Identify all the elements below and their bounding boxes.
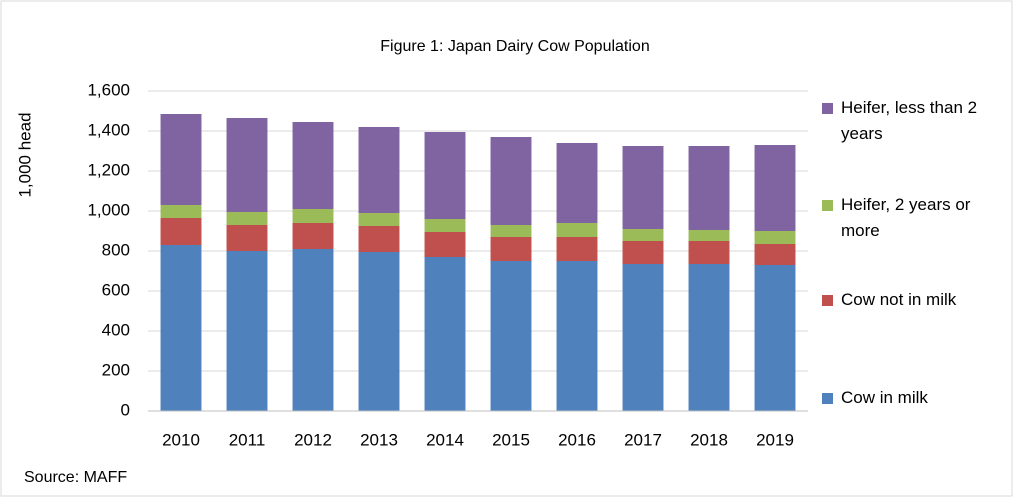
bar-segment (358, 213, 400, 226)
bar-segment (622, 229, 664, 241)
bar-segment (226, 212, 268, 225)
y-tick-label: 800 (102, 240, 130, 259)
bar-segment (358, 226, 400, 252)
bar-segment (424, 132, 466, 219)
bar-segment (358, 252, 400, 411)
legend-label: Cow in milk (841, 388, 928, 407)
x-tick-label: 2015 (492, 430, 530, 449)
legend-item: Heifer, 2 years or more (822, 192, 1002, 244)
y-tick-label: 1,000 (87, 200, 130, 219)
bar-segment (226, 251, 268, 411)
x-tick-label: 2019 (756, 430, 794, 449)
x-tick-label: 2018 (690, 430, 728, 449)
bar-segment (226, 118, 268, 212)
bar-segment (688, 230, 730, 241)
legend-label: Heifer, less than 2 years (841, 98, 978, 143)
x-tick-label: 2012 (294, 430, 332, 449)
bar-segment (556, 143, 598, 223)
bar-segment (160, 205, 202, 218)
x-tick-label: 2016 (558, 430, 596, 449)
bar-segment (688, 264, 730, 411)
bar-segment (688, 146, 730, 230)
bar-segment (490, 225, 532, 237)
bar-segment (556, 261, 598, 411)
bar-segment (226, 225, 268, 251)
source-note: Source: MAFF (24, 469, 127, 486)
bar-segment (160, 114, 202, 205)
legend-label: Heifer, 2 years or more (841, 195, 971, 240)
bar-segment (556, 237, 598, 261)
legend-item: Cow not in milk (822, 287, 1002, 313)
legend-swatch (822, 103, 833, 114)
legend-item: Heifer, less than 2 years (822, 95, 1002, 147)
bar-segment (160, 218, 202, 245)
y-tick-label: 600 (102, 280, 130, 299)
x-tick-label: 2013 (360, 430, 398, 449)
bar-segment (424, 257, 466, 411)
bar-segment (754, 244, 796, 265)
bar-segment (292, 122, 334, 209)
y-tick-label: 1,400 (87, 120, 130, 139)
bar-segment (292, 223, 334, 249)
legend-swatch (822, 393, 833, 404)
bar-segment (292, 209, 334, 223)
x-tick-label: 2011 (229, 430, 266, 449)
bar-segment (160, 245, 202, 411)
y-axis-label: 1,000 head (15, 112, 34, 197)
bar-segment (754, 231, 796, 244)
y-tick-label: 1,600 (87, 80, 130, 99)
legend-swatch (822, 200, 833, 211)
chart-title: Figure 1: Japan Dairy Cow Population (380, 38, 649, 55)
bar-segment (358, 127, 400, 213)
y-tick-label: 200 (102, 360, 130, 379)
bar-segment (424, 232, 466, 257)
bar-segment (556, 223, 598, 237)
bar-segment (490, 261, 532, 411)
x-tick-label: 2010 (162, 430, 200, 449)
bar-segment (424, 219, 466, 232)
y-tick-label: 1,200 (87, 160, 130, 179)
y-tick-label: 400 (102, 320, 130, 339)
bar-segment (490, 237, 532, 261)
bar-segment (622, 241, 664, 264)
bar-segment (754, 265, 796, 411)
bar-segment (688, 241, 730, 264)
bar-segment (754, 145, 796, 231)
legend-item: Cow in milk (822, 385, 1002, 411)
legend-swatch (822, 295, 833, 306)
bar-segment (490, 137, 532, 225)
x-tick-label: 2014 (426, 430, 464, 449)
legend-label: Cow not in milk (841, 290, 957, 309)
bar-segment (622, 146, 664, 229)
bar-segment (622, 264, 664, 411)
bar-segment (292, 249, 334, 411)
x-tick-label: 2017 (624, 430, 662, 449)
y-tick-label: 0 (121, 400, 130, 419)
